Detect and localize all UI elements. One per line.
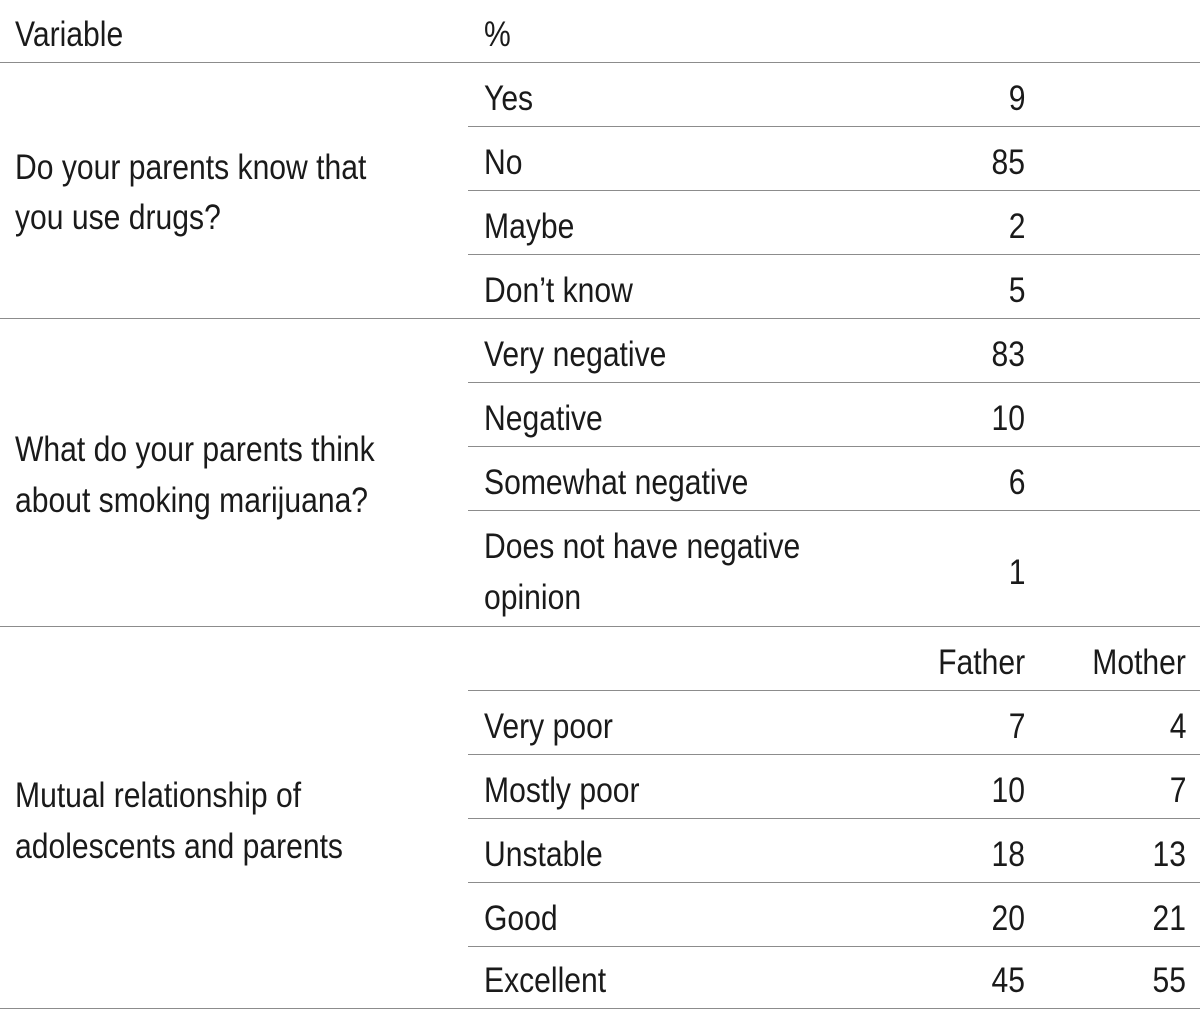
option-label: Negative [484, 399, 603, 438]
row-divider [468, 946, 1200, 947]
variable-label: about smoking marijuana? [15, 481, 369, 520]
option-value: 2 [1008, 207, 1025, 246]
option-value: 10 [991, 399, 1025, 438]
father-value: 45 [991, 961, 1025, 1000]
row-divider [468, 818, 1200, 819]
mother-value: 13 [1152, 835, 1186, 874]
father-value: 20 [991, 899, 1025, 938]
section-divider [0, 318, 1200, 319]
option-label: Excellent [484, 961, 607, 1000]
option-value: 1 [1008, 553, 1025, 592]
header-variable: Variable [15, 15, 124, 54]
mother-value: 21 [1152, 899, 1186, 938]
option-value: 9 [1008, 79, 1025, 118]
father-value: 10 [991, 771, 1025, 810]
option-label: Maybe [484, 207, 575, 246]
option-label: Good [484, 899, 558, 938]
row-divider [468, 382, 1200, 383]
variable-label: adolescents and parents [15, 827, 343, 866]
subheader-mother: Mother [1092, 643, 1186, 682]
mother-value: 4 [1169, 707, 1186, 746]
row-divider [468, 446, 1200, 447]
option-label: Very poor [484, 707, 613, 746]
option-value: 6 [1008, 463, 1025, 502]
mother-value: 7 [1169, 771, 1186, 810]
table-bottom-rule [0, 1008, 1200, 1009]
mother-value: 55 [1152, 961, 1186, 1000]
option-value: 83 [991, 335, 1025, 374]
option-value: 5 [1008, 271, 1025, 310]
row-divider [468, 754, 1200, 755]
father-value: 18 [991, 835, 1025, 874]
option-label: opinion [484, 578, 582, 617]
row-divider [468, 882, 1200, 883]
row-divider [468, 690, 1200, 691]
option-label: Mostly poor [484, 771, 640, 810]
option-label: Unstable [484, 835, 603, 874]
section-divider [0, 626, 1200, 627]
variable-label: What do your parents think [15, 430, 375, 469]
subheader-father: Father [938, 643, 1025, 682]
row-divider [468, 126, 1200, 127]
row-divider [468, 254, 1200, 255]
variable-label: you use drugs? [15, 198, 221, 237]
option-label: Yes [484, 79, 534, 118]
option-label: Very negative [484, 335, 667, 374]
row-divider [468, 190, 1200, 191]
option-label: Somewhat negative [484, 463, 749, 502]
variable-label: Do your parents know that [15, 148, 367, 187]
row-divider [468, 510, 1200, 511]
option-label: Don’t know [484, 271, 633, 310]
header-percent: % [484, 15, 511, 54]
father-value: 7 [1008, 707, 1025, 746]
variable-label: Mutual relationship of [15, 776, 302, 815]
row-divider [0, 62, 1200, 63]
option-label: Does not have negative [484, 527, 801, 566]
option-value: 85 [991, 143, 1025, 182]
option-label: No [484, 143, 523, 182]
